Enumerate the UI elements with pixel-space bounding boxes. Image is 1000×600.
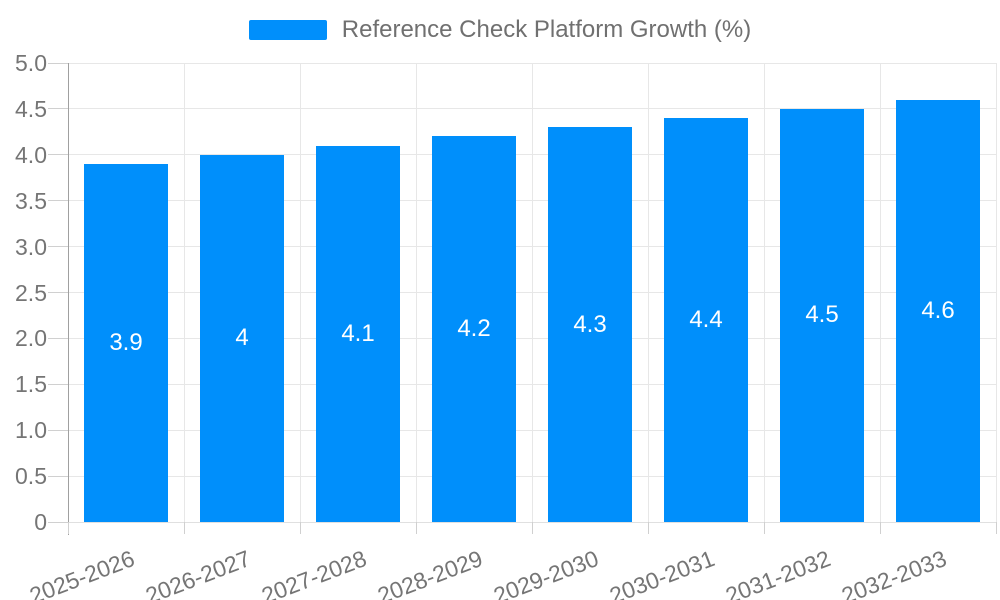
bar-value-label: 4.2 bbox=[457, 315, 491, 343]
bar-value-label: 4.1 bbox=[341, 319, 375, 347]
bar[interactable]: 3.9 bbox=[84, 163, 168, 522]
x-tick bbox=[879, 522, 881, 534]
y-axis-label: 0 bbox=[34, 509, 47, 535]
y-axis-label: 3.5 bbox=[15, 187, 47, 214]
bar[interactable]: 4 bbox=[200, 154, 284, 522]
bar-value-label: 4.4 bbox=[689, 306, 723, 334]
y-axis-label: 3.0 bbox=[15, 233, 47, 260]
x-tick bbox=[183, 522, 185, 534]
y-tick bbox=[48, 62, 68, 64]
bar-value-label: 3.9 bbox=[109, 328, 143, 356]
x-tick bbox=[67, 522, 69, 534]
bar[interactable]: 4.2 bbox=[432, 136, 516, 522]
bar[interactable]: 4.1 bbox=[316, 145, 400, 522]
v-gridline bbox=[415, 63, 417, 522]
y-tick bbox=[48, 154, 68, 156]
x-axis-label: 2026-2027 bbox=[141, 545, 254, 600]
x-axis-label: 2032-2033 bbox=[837, 545, 950, 600]
v-gridline bbox=[299, 63, 301, 522]
y-axis-label: 2.0 bbox=[15, 325, 47, 352]
y-tick bbox=[48, 337, 68, 339]
legend-marker-icon bbox=[248, 20, 327, 40]
bar-value-label: 4.6 bbox=[921, 296, 955, 324]
y-tick bbox=[48, 521, 68, 523]
bar-value-label: 4.5 bbox=[805, 301, 839, 329]
x-tick bbox=[299, 522, 301, 534]
bar[interactable]: 4.6 bbox=[896, 99, 980, 522]
x-axis-label: 2031-2032 bbox=[721, 545, 834, 600]
y-tick bbox=[48, 108, 68, 110]
y-tick bbox=[48, 383, 68, 385]
y-tick bbox=[48, 429, 68, 431]
x-tick bbox=[531, 522, 533, 534]
y-axis-line bbox=[67, 63, 69, 535]
y-axis-label: 2.5 bbox=[15, 279, 47, 306]
y-tick bbox=[48, 475, 68, 477]
y-axis-label: 4.5 bbox=[15, 95, 47, 122]
legend[interactable]: Reference Check Platform Growth (%) bbox=[0, 17, 1000, 43]
v-gridline bbox=[183, 63, 185, 522]
bar[interactable]: 4.5 bbox=[780, 108, 864, 522]
bar[interactable]: 4.3 bbox=[548, 127, 632, 522]
y-axis-label: 0.5 bbox=[15, 463, 47, 490]
y-axis-label: 5.0 bbox=[15, 50, 47, 76]
bar[interactable]: 4.4 bbox=[664, 118, 748, 522]
x-tick bbox=[415, 522, 417, 534]
y-tick bbox=[48, 292, 68, 293]
v-gridline bbox=[879, 63, 881, 522]
x-tick bbox=[995, 522, 997, 534]
v-gridline bbox=[647, 63, 649, 522]
x-axis-label: 2030-2031 bbox=[605, 545, 718, 600]
bar-value-label: 4.3 bbox=[573, 310, 607, 338]
y-tick bbox=[48, 200, 68, 202]
y-axis-label: 1.0 bbox=[15, 417, 47, 444]
x-axis-label: 2028-2029 bbox=[373, 545, 486, 600]
x-axis-label: 2027-2028 bbox=[257, 545, 370, 600]
legend-series-label: Reference Check Platform Growth (%) bbox=[341, 16, 752, 43]
v-gridline bbox=[531, 63, 533, 522]
x-tick bbox=[647, 522, 649, 534]
y-axis-label: 1.5 bbox=[15, 371, 47, 398]
x-axis-label: 2029-2030 bbox=[489, 545, 602, 600]
v-gridline bbox=[995, 63, 997, 522]
x-tick bbox=[763, 522, 765, 534]
bar-value-label: 4 bbox=[235, 324, 249, 352]
v-gridline bbox=[763, 63, 765, 522]
y-axis-label: 4.0 bbox=[15, 141, 47, 168]
x-axis-label: 2025-2026 bbox=[25, 545, 138, 600]
y-tick bbox=[48, 246, 68, 248]
